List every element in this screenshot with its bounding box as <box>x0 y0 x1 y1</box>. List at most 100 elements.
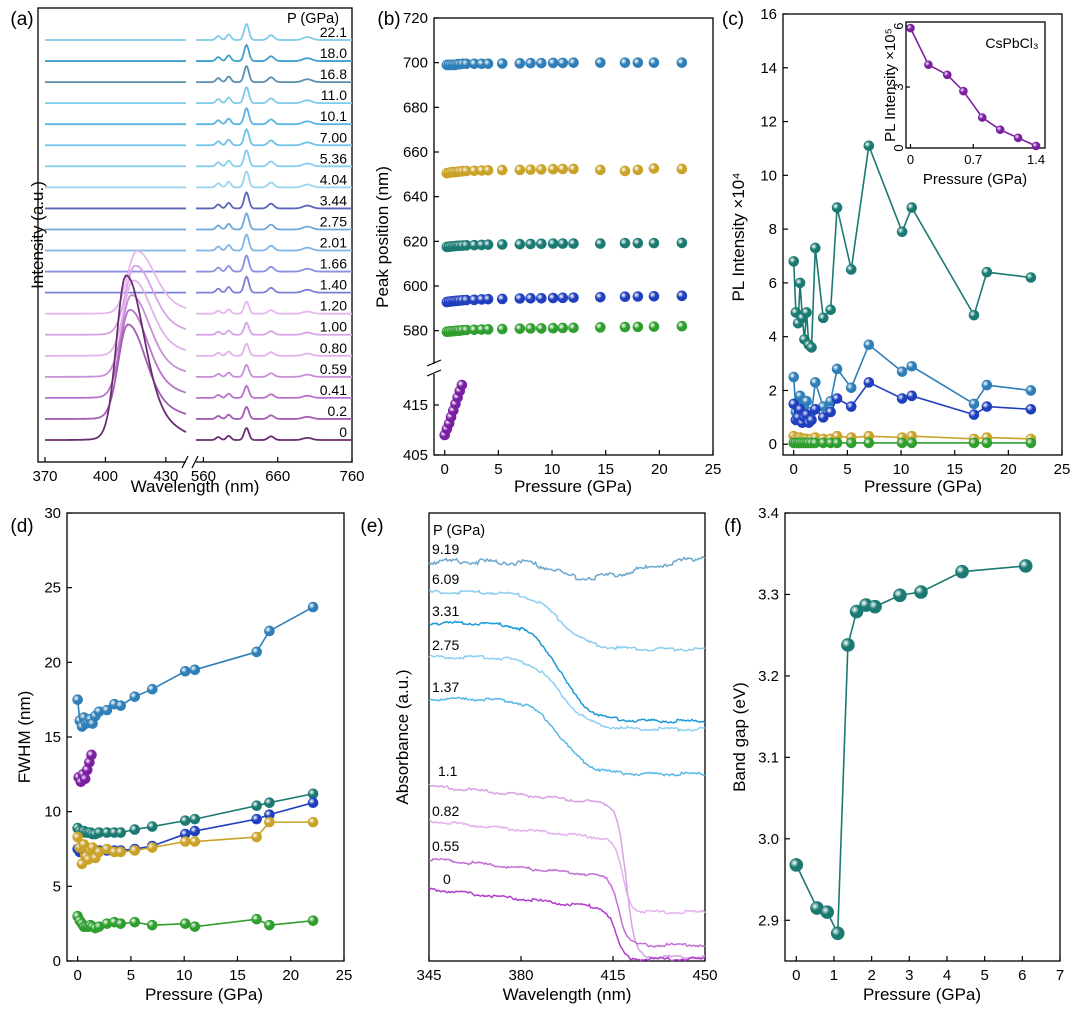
c-series-4-point <box>1025 437 1037 449</box>
b-y-tick-label: 720 <box>403 10 428 27</box>
d-series-1-point <box>189 813 201 825</box>
d-series-1-point <box>307 788 319 800</box>
c-inset-series-point <box>1031 141 1041 151</box>
e-legend-title: P (GPa) <box>433 523 485 539</box>
a-xlabel: Wavelength (nm) <box>131 477 260 496</box>
d-series-3-point <box>264 816 275 828</box>
e-pressure-label: 0 <box>443 871 451 887</box>
c-series-0-point <box>788 256 800 267</box>
b-point-s4 <box>482 324 494 335</box>
d-x-tick-label: 15 <box>229 967 246 984</box>
a-pressure-label: 2.75 <box>320 213 347 229</box>
f-y-tick-label: 2.9 <box>758 912 779 929</box>
d-series-0-point <box>264 625 275 637</box>
c-inset-tick-label: 0 <box>907 152 914 167</box>
b-point-s4 <box>632 321 644 333</box>
c-series-4-point <box>863 437 875 449</box>
d-ylabel: FWHM (nm) <box>15 691 34 784</box>
b-point-s4 <box>536 323 547 334</box>
b-point-s3 <box>514 293 526 304</box>
c-series-0-point <box>794 277 806 289</box>
d-series-4-point <box>251 913 262 925</box>
b-point-s1 <box>547 163 559 175</box>
f-x-tick-label: 5 <box>980 967 988 984</box>
panel-label-c: (c) <box>722 9 744 30</box>
b-point-s4 <box>619 321 631 333</box>
b-low-point <box>456 379 468 391</box>
a-pressure-label: 0.2 <box>328 403 348 419</box>
e-x-tick-label: 345 <box>416 967 441 984</box>
c-inset-series-point <box>995 125 1005 135</box>
b-point-s3 <box>547 292 559 304</box>
c-series-1-point <box>845 382 857 394</box>
c-series-2-point <box>863 377 875 388</box>
b-point-s0 <box>557 57 569 69</box>
a-trace-right <box>196 300 352 315</box>
y-break-mark <box>426 369 442 377</box>
c-series-1-point <box>788 371 800 383</box>
a-pressure-label: 0.41 <box>320 382 347 398</box>
b-point-s3 <box>676 290 688 302</box>
y-break-mark <box>426 359 442 367</box>
c-series-4-point <box>906 437 918 449</box>
b-point-s2 <box>557 238 569 249</box>
b-point-s3 <box>536 292 547 304</box>
a-ylabel: Intensity (a.u.) <box>28 181 47 289</box>
x-break-mark <box>181 455 189 469</box>
e-ylabel: Absorbance (a.u.) <box>393 669 412 804</box>
f-series-point <box>841 638 855 652</box>
b-y-tick-label: 580 <box>403 323 428 340</box>
d-series-3-point <box>72 831 83 843</box>
c-series-2-point <box>896 393 908 404</box>
f-series-point <box>789 858 804 872</box>
d-series-4-point <box>115 918 126 929</box>
a-pressure-label: 1.20 <box>320 298 347 314</box>
a-trace-right <box>196 64 352 84</box>
b-x-tick-label: 10 <box>544 461 561 478</box>
b-point-s1 <box>568 163 579 175</box>
f-x-tick-label: 7 <box>1056 967 1064 984</box>
b-point-s0 <box>496 58 508 69</box>
a-pressure-label: 0.80 <box>320 340 347 356</box>
c-series-0-point <box>831 202 843 213</box>
c-series-0-point <box>817 312 829 324</box>
c-series-2-point <box>831 393 843 404</box>
a-pressure-label: 1.00 <box>320 319 347 335</box>
x-break-gap <box>186 456 196 468</box>
c-series-0-point <box>906 202 918 213</box>
b-point-s2 <box>496 239 508 250</box>
a-pressure-label: 5.36 <box>320 150 347 166</box>
c-series-0-point <box>968 309 980 321</box>
b-point-s0 <box>547 57 559 69</box>
c-series-0-point <box>863 140 875 152</box>
d-series-0-point <box>129 691 141 702</box>
b-point-s1 <box>648 163 660 174</box>
d-series-4-point <box>189 921 201 932</box>
a-trace-right <box>196 254 352 273</box>
c-series-0-point <box>896 226 908 238</box>
e-x-tick-label: 415 <box>600 967 625 984</box>
d-series-3-point <box>179 836 191 847</box>
a-trace-right <box>196 426 352 441</box>
f-y-tick-label: 3.0 <box>758 831 779 848</box>
d-series-0-point <box>115 700 126 711</box>
d-series-4-point <box>307 915 319 926</box>
b-y-tick-label: 620 <box>403 233 428 250</box>
b-point-s0 <box>482 58 494 70</box>
b-point-s3 <box>619 291 631 303</box>
d-series-3-point <box>115 846 126 858</box>
c-series-4-point <box>981 437 993 449</box>
c-series-0-point <box>845 264 857 275</box>
a-trace-right <box>196 43 352 62</box>
a-trace-right <box>196 363 352 378</box>
e-trace <box>428 654 706 733</box>
b-y-lower-tick-label: 405 <box>403 447 428 464</box>
d-x-tick-label: 10 <box>176 967 193 984</box>
e-trace <box>428 589 706 652</box>
c-inset-series-point <box>924 60 933 69</box>
e-trace <box>428 555 706 581</box>
c-series-0-point <box>825 304 836 316</box>
d-series-2-point <box>189 825 201 837</box>
y-break-gap <box>429 364 439 374</box>
c-series-1-point <box>1025 385 1037 396</box>
